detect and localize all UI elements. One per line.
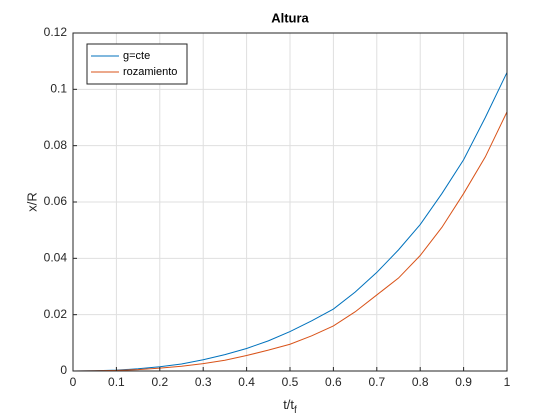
x-tick-label: 0.1	[108, 375, 125, 389]
y-tick-label: 0.08	[44, 138, 68, 152]
x-tick-label: 0.9	[455, 375, 472, 389]
y-tick-label: 0.1	[50, 82, 67, 96]
chart-title: Altura	[271, 10, 309, 25]
series-line	[72, 111, 508, 372]
y-axis-label: x/R	[24, 192, 39, 212]
plot-lines	[72, 72, 508, 372]
x-tick-label: 0.4	[238, 375, 255, 389]
x-tick-label: 0.8	[412, 375, 429, 389]
x-tick-label: 0.2	[151, 375, 168, 389]
legend-label: g=cte	[123, 50, 150, 62]
legend-label: rozamiento	[123, 66, 177, 78]
x-tick-label: 0.6	[325, 375, 342, 389]
series-line	[72, 72, 508, 372]
x-label-subscript: f	[294, 405, 297, 416]
y-tick-label: 0	[60, 363, 67, 377]
y-tick-label: 0.02	[44, 307, 68, 321]
legend-box	[86, 43, 188, 85]
x-tick-label: 0.7	[368, 375, 385, 389]
y-tick-label: 0.04	[44, 251, 68, 265]
x-tick-label: 0.3	[195, 375, 212, 389]
x-tick-label: 0	[70, 375, 77, 389]
x-tick-label: 0.5	[282, 375, 299, 389]
y-tick-label: 0.12	[44, 25, 68, 39]
y-tick-label: 0.06	[44, 194, 68, 208]
x-label-main: t/t	[283, 397, 294, 412]
legend: g=cte rozamiento	[86, 43, 188, 85]
x-tick-label: 1	[504, 375, 511, 389]
x-axis-label: t/tf	[283, 397, 297, 415]
